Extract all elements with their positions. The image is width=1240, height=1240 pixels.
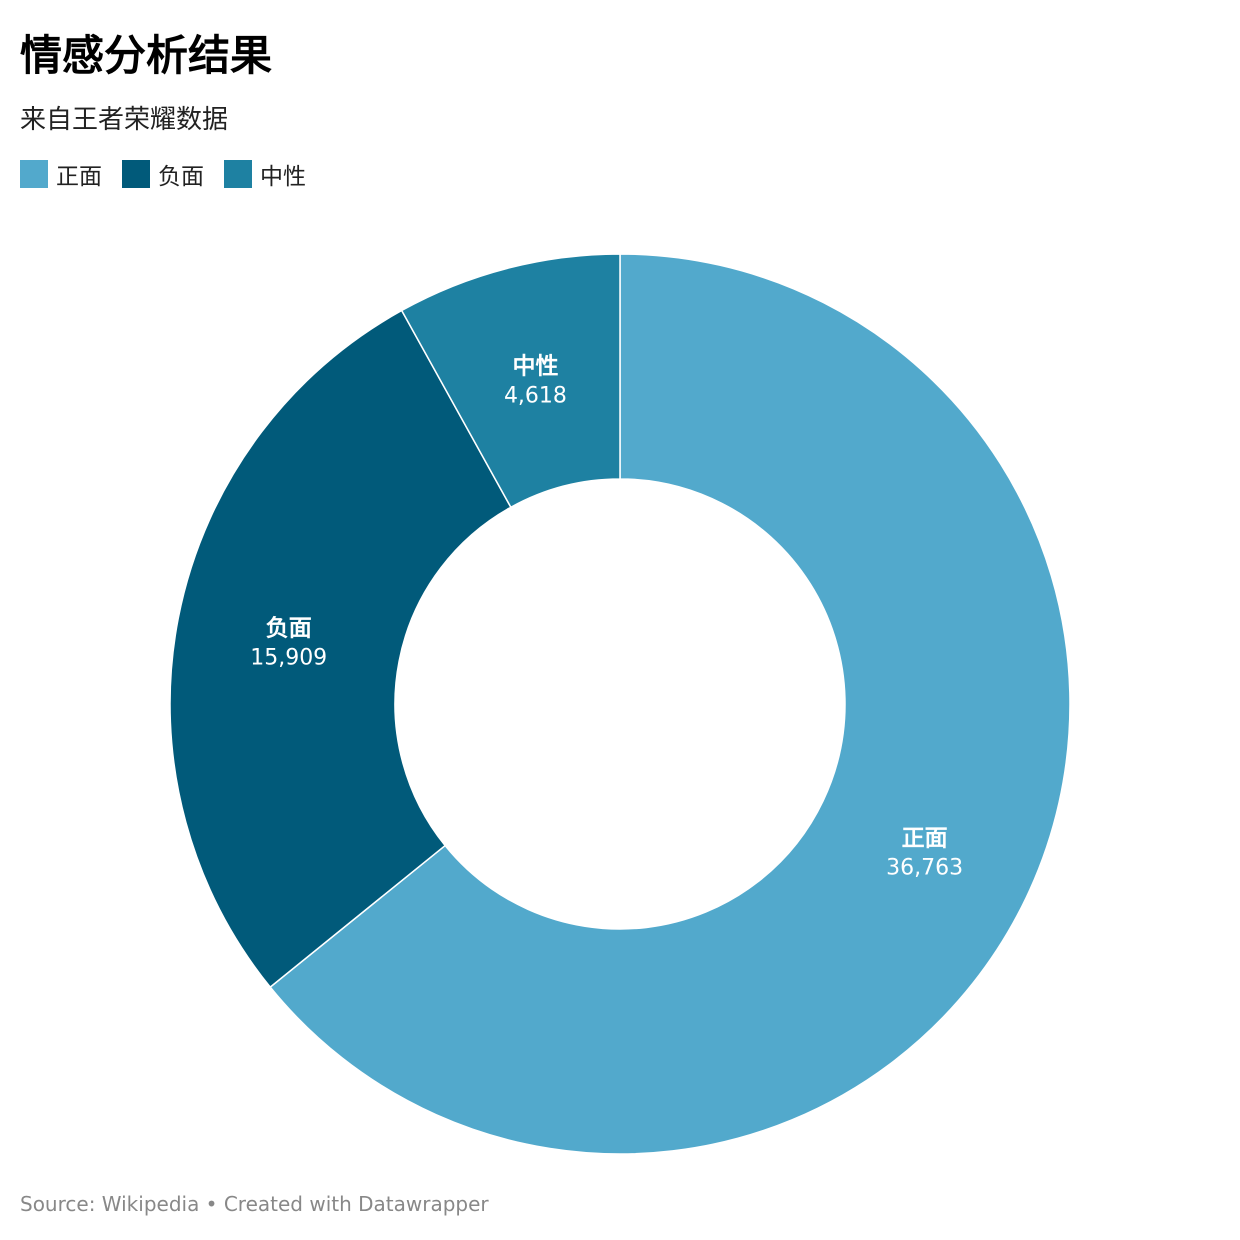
slice-label-negative: 负面 [266,616,312,642]
chart-footer: Source: Wikipedia • Created with Datawra… [20,1192,489,1216]
legend-item-negative: 负面 [122,157,204,191]
slice-value-positive: 36,763 [886,855,963,880]
slice-value-neutral: 4,618 [504,383,567,408]
legend-item-positive: 正面 [20,157,102,191]
legend-label-negative: 负面 [158,164,204,190]
legend: 正面 负面 中性 [20,158,326,190]
legend-swatch-negative [122,160,150,188]
legend-label-neutral: 中性 [260,164,306,190]
donut-slice-neutral [400,253,621,509]
legend-label-positive: 正面 [56,164,102,190]
slice-label-neutral: 中性 [512,353,558,379]
legend-swatch-positive [20,160,48,188]
chart-title: 情感分析结果 [20,31,273,80]
donut-slice-negative [169,309,512,989]
slice-value-negative: 15,909 [250,646,327,671]
legend-swatch-neutral [224,160,252,188]
slice-label-positive: 正面 [902,825,948,851]
legend-item-neutral: 中性 [224,157,306,191]
chart-subtitle: 来自王者荣耀数据 [20,105,229,135]
donut-slice-positive [269,253,1071,1155]
